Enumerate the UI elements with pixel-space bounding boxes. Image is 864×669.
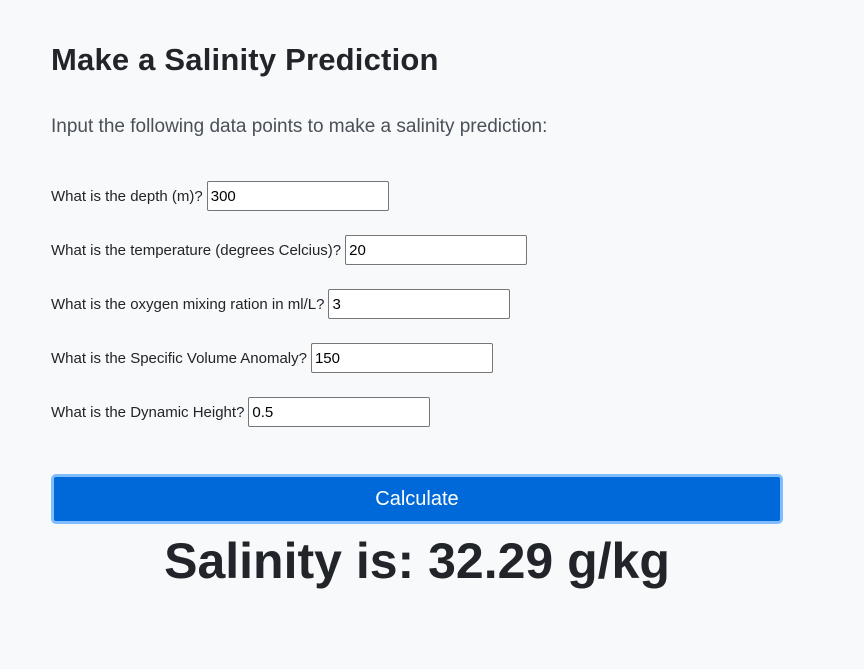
salinity-result: Salinity is: 32.29 g/kg <box>164 533 670 589</box>
temperature-input[interactable] <box>345 235 528 265</box>
oxygen-label: What is the oxygen mixing ration in ml/L… <box>51 295 325 313</box>
page-lead-text: Input the following data points to make … <box>51 116 548 137</box>
oxygen-input[interactable] <box>328 289 511 319</box>
specific-volume-anomaly-label: What is the Specific Volume Anomaly? <box>51 349 307 367</box>
depth-label: What is the depth (m)? <box>51 187 203 205</box>
page-title: Make a Salinity Prediction <box>51 42 439 77</box>
calculate-button[interactable]: Calculate <box>51 474 783 524</box>
temperature-row: What is the temperature (degrees Celcius… <box>51 235 528 265</box>
dynamic-height-input[interactable] <box>248 397 431 427</box>
specific-volume-anomaly-row: What is the Specific Volume Anomaly? <box>51 343 493 373</box>
dynamic-height-label: What is the Dynamic Height? <box>51 403 245 421</box>
dynamic-height-row: What is the Dynamic Height? <box>51 397 431 427</box>
oxygen-row: What is the oxygen mixing ration in ml/L… <box>51 289 511 319</box>
specific-volume-anomaly-input[interactable] <box>310 343 493 373</box>
depth-row: What is the depth (m)? <box>51 181 389 211</box>
depth-input[interactable] <box>206 181 389 211</box>
temperature-label: What is the temperature (degrees Celcius… <box>51 241 342 259</box>
